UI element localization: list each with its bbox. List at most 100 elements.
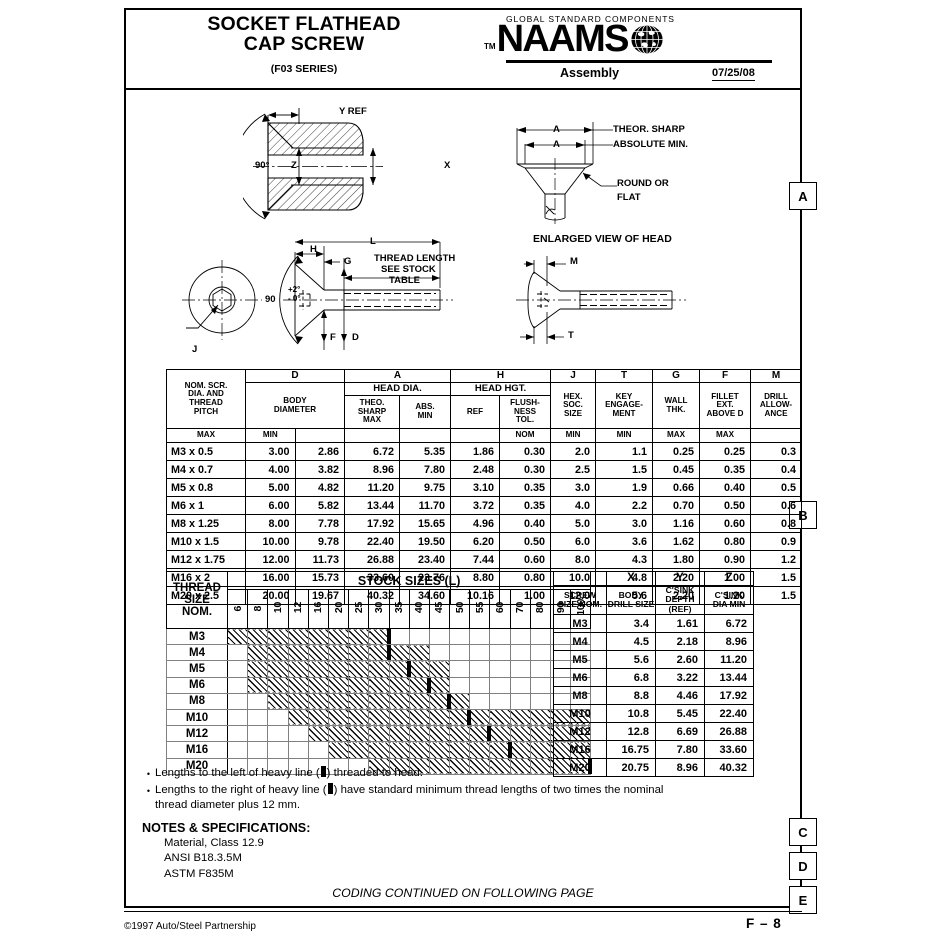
letter-f: F bbox=[699, 369, 751, 383]
theo-sharp-max-header: THEO. SHARP MAX bbox=[344, 395, 400, 429]
cell-f: 0.80 bbox=[699, 532, 751, 551]
stock-cell-empty bbox=[226, 725, 249, 743]
cell-h_ref: 3.10 bbox=[450, 478, 500, 497]
stock-table-row: M12 bbox=[166, 725, 592, 743]
stock-cell-available bbox=[307, 660, 329, 678]
angle-90-label: 90° bbox=[255, 160, 270, 171]
stock-cell-available bbox=[509, 725, 531, 743]
cell-d_max: 4.00 bbox=[245, 460, 296, 479]
stock-cell-empty bbox=[469, 692, 491, 710]
nom-screw-header: NOM. SCR. DIA. AND THREAD PITCH bbox=[166, 369, 246, 429]
xyz-cell-x: 10.8 bbox=[606, 704, 656, 724]
stock-col-header: 10 bbox=[267, 589, 289, 629]
cell-a_theo: 22.40 bbox=[344, 532, 400, 551]
screw-m-t-drawing bbox=[516, 256, 686, 344]
cell-d_min: 5.82 bbox=[294, 496, 345, 515]
thread-length-label-3: TABLE bbox=[389, 275, 420, 286]
stock-cell-available bbox=[368, 692, 390, 710]
stock-cell-available bbox=[469, 725, 492, 743]
head-dim-a-bottom-label: A bbox=[553, 139, 560, 150]
cell-a_theo: 8.96 bbox=[344, 460, 400, 479]
enlarged-head-drawing bbox=[516, 122, 617, 224]
enlarged-view-caption: ENLARGED VIEW OF HEAD bbox=[533, 233, 672, 245]
side-tab-c[interactable]: C bbox=[789, 818, 817, 846]
stock-col-header: 20 bbox=[327, 589, 350, 629]
stock-cell-available bbox=[267, 660, 289, 678]
stock-sizes-table-body: M3 M4 M5 M6 M8 M10 M12 M16 M20 bbox=[166, 627, 593, 775]
revision-date: 07/25/08 bbox=[712, 67, 755, 81]
title-right: GLOBAL STANDARD COMPONENTS TM NAAMS bbox=[484, 10, 800, 81]
h-tol-spacer bbox=[450, 428, 500, 443]
stock-cell-available bbox=[428, 708, 451, 727]
stock-cell-available bbox=[388, 676, 410, 694]
xyz-cell-x: 16.75 bbox=[606, 740, 656, 760]
stock-cell-available bbox=[469, 741, 491, 759]
cell-g: 0.25 bbox=[652, 442, 700, 461]
d-min-header: MIN bbox=[245, 428, 296, 443]
stock-cell-available bbox=[287, 660, 309, 678]
stock-row-size: M3 bbox=[166, 627, 228, 646]
cell-g: 1.80 bbox=[652, 550, 700, 569]
round-or-label: ROUND OR bbox=[617, 178, 669, 189]
letter-g: G bbox=[652, 369, 700, 383]
nom-line1: NOM. SCR. bbox=[184, 380, 228, 390]
h-dim-label: H bbox=[310, 244, 317, 255]
xyz-cell-size: M10 bbox=[553, 704, 607, 724]
flush-line1: FLUSH- bbox=[510, 398, 540, 408]
cell-h_tol: 0.40 bbox=[499, 514, 551, 533]
xyz-cell-x: 3.4 bbox=[606, 614, 656, 634]
side-tab-a[interactable]: A bbox=[789, 182, 817, 210]
stock-cell-empty bbox=[226, 644, 249, 662]
fillet-line1: FILLET bbox=[711, 391, 739, 401]
stock-cell-available bbox=[287, 644, 309, 662]
letter-h: H bbox=[450, 369, 551, 383]
stock-col-header: 70 bbox=[509, 589, 531, 629]
m-dim-label: M bbox=[570, 256, 578, 267]
xyz-corner-blank bbox=[553, 571, 607, 586]
fillet-ext-header: FILLET EXT. ABOVE D bbox=[699, 382, 751, 429]
csink-dia-min-header: C'SINK DIA MIN bbox=[704, 584, 754, 616]
t-dim-label: T bbox=[568, 330, 574, 341]
a-theo-spacer bbox=[294, 428, 345, 443]
stock-row-size: M12 bbox=[166, 725, 228, 743]
cell-d_max: 8.00 bbox=[245, 514, 296, 533]
stock-col-label: 20 bbox=[332, 601, 345, 614]
stock-row-size: M6 bbox=[166, 676, 228, 694]
cell-nom-size: M10 x 1.5 bbox=[166, 532, 246, 551]
table-row: M3 x 0.5 3.00 2.86 6.72 5.35 1.86 0.30 2.0 1.1 0.… bbox=[166, 442, 802, 461]
side-tab-e[interactable]: E bbox=[789, 886, 817, 914]
stock-cell-available bbox=[388, 660, 411, 678]
stock-cell-empty bbox=[408, 627, 430, 646]
cell-nom-size: M5 x 0.8 bbox=[166, 478, 246, 497]
fillet-line3: ABOVE D bbox=[706, 408, 744, 418]
cell-t: 1.5 bbox=[595, 460, 653, 479]
cell-h_tol: 0.50 bbox=[499, 532, 551, 551]
cell-j: 4.0 bbox=[550, 496, 596, 515]
stock-col-header: 45 bbox=[428, 589, 451, 629]
stock-row-size: M20 bbox=[166, 757, 228, 775]
xyz-cell-z: 11.20 bbox=[704, 650, 754, 670]
side-tab-d[interactable]: D bbox=[789, 852, 817, 880]
stock-cell-available bbox=[307, 708, 329, 727]
stock-cell-empty bbox=[428, 644, 451, 662]
fillet-line2: EXT. bbox=[716, 400, 734, 410]
stock-cell-available bbox=[388, 692, 410, 710]
cell-a_abs: 19.50 bbox=[399, 532, 451, 551]
cell-d_max: 5.00 bbox=[245, 478, 296, 497]
stock-cell-available bbox=[327, 692, 350, 710]
series-label: (F03 SERIES) bbox=[270, 63, 338, 75]
stock-cell-available bbox=[368, 627, 391, 646]
cell-a_theo: 11.20 bbox=[344, 478, 400, 497]
t-min-header: MIN bbox=[550, 428, 596, 443]
stock-cell-empty bbox=[287, 741, 309, 759]
stock-sizes-table-container: THREAD SIZE NOM. STOCK SIZES (L) 6 8 10 12 1… bbox=[166, 571, 593, 775]
cell-a_theo: 6.72 bbox=[344, 442, 400, 461]
body-diameter-header: BODY DIAMETER bbox=[245, 382, 345, 429]
cell-h_tol: 0.60 bbox=[499, 550, 551, 569]
stock-cell-empty bbox=[489, 692, 511, 710]
cell-t: 3.0 bbox=[595, 514, 653, 533]
stock-cell-available bbox=[307, 725, 329, 743]
cell-f: 0.40 bbox=[699, 478, 751, 497]
stock-col-label: 8 bbox=[251, 605, 264, 612]
stock-cell-available bbox=[327, 676, 350, 694]
